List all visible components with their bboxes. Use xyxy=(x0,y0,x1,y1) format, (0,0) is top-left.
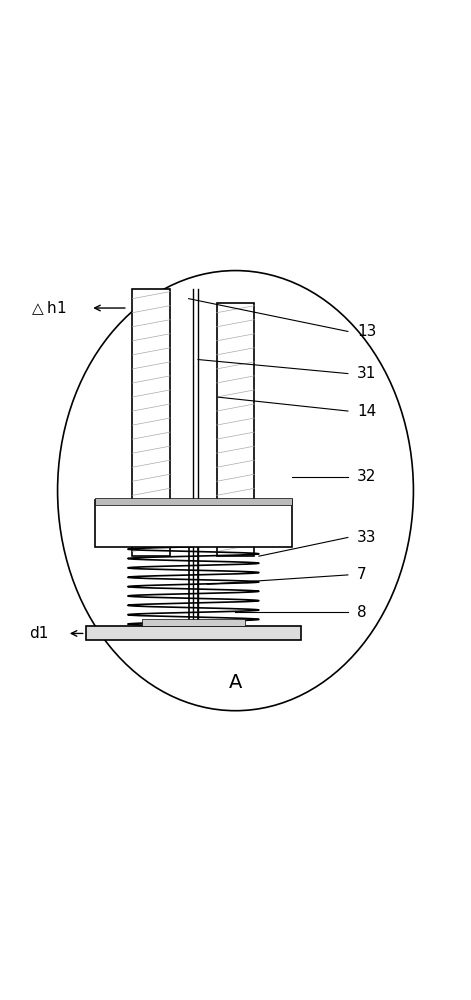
Text: 7: 7 xyxy=(357,567,367,582)
Text: d1: d1 xyxy=(30,626,49,641)
Text: A: A xyxy=(229,673,242,692)
Bar xyxy=(132,289,170,556)
Text: 13: 13 xyxy=(357,324,377,339)
Bar xyxy=(86,626,301,640)
Text: 14: 14 xyxy=(357,404,376,419)
Text: 8: 8 xyxy=(357,605,367,620)
Text: $\triangle$h1: $\triangle$h1 xyxy=(30,299,67,317)
Text: 32: 32 xyxy=(357,469,377,484)
Bar xyxy=(95,500,292,547)
Text: 31: 31 xyxy=(357,366,377,381)
Bar xyxy=(217,303,254,556)
Text: 33: 33 xyxy=(357,530,377,545)
Bar xyxy=(95,498,292,505)
Bar xyxy=(142,619,245,626)
